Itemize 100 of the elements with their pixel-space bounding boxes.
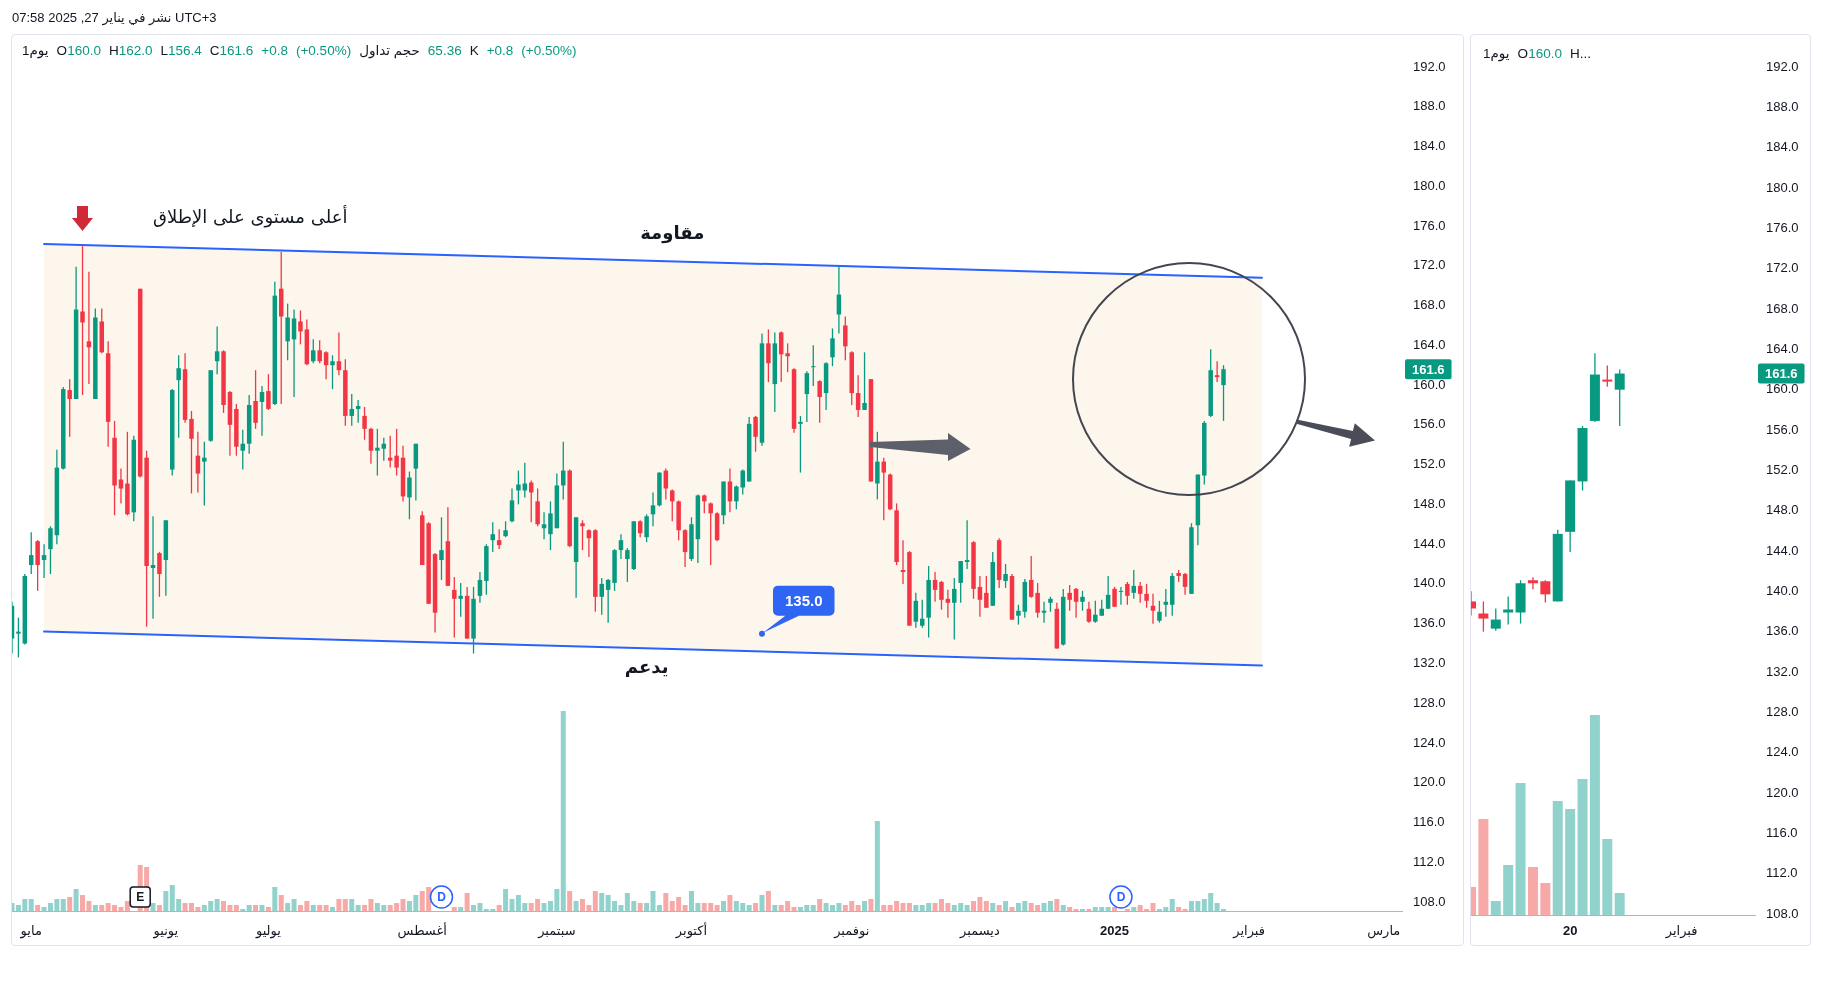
bar xyxy=(342,899,348,911)
bar xyxy=(753,903,759,911)
annotation: D xyxy=(1116,890,1126,905)
x-tick-label: 2025 xyxy=(1100,923,1129,939)
y-tick-label: 116.0 xyxy=(1413,814,1445,830)
bar xyxy=(1054,899,1060,911)
bar xyxy=(855,905,861,911)
y-tick-label: 172.0 xyxy=(1766,260,1799,276)
y-tick-label: 132.0 xyxy=(1766,663,1799,679)
bar xyxy=(1003,901,1009,911)
bar xyxy=(285,903,291,911)
bar xyxy=(278,895,284,911)
bar xyxy=(1105,907,1111,911)
bar xyxy=(817,899,823,911)
bar xyxy=(983,901,989,911)
bar xyxy=(759,895,765,911)
y-tick-label: 144.0 xyxy=(1766,542,1799,558)
x-tick-label: ديسمبر xyxy=(959,923,1000,940)
bar xyxy=(1602,839,1613,915)
bar xyxy=(964,905,970,911)
bar xyxy=(573,901,579,911)
bar xyxy=(1131,907,1137,911)
text: 161.6 xyxy=(1764,366,1798,382)
y-tick-label: 156.0 xyxy=(1413,416,1446,432)
bar xyxy=(996,905,1002,911)
bar xyxy=(28,899,34,911)
bar xyxy=(560,711,566,911)
bar xyxy=(349,899,355,911)
bar xyxy=(253,905,259,911)
bar xyxy=(272,887,278,911)
y-tick-label: 120.0 xyxy=(1766,784,1799,800)
bar xyxy=(214,899,220,911)
bar xyxy=(323,905,329,911)
bar xyxy=(721,901,727,911)
y-tick-label: 192.0 xyxy=(1413,58,1446,74)
bar xyxy=(791,907,797,911)
bar xyxy=(1503,865,1514,915)
y-tick-label: 148.0 xyxy=(1766,502,1799,518)
bar xyxy=(355,905,361,911)
annotation: D xyxy=(437,890,447,905)
y-tick-label: 120.0 xyxy=(1413,774,1446,790)
bar xyxy=(464,893,470,911)
x-tick-label: فبراير xyxy=(1232,923,1266,940)
bar xyxy=(862,901,868,911)
y-tick-label: 156.0 xyxy=(1766,421,1799,437)
text: 161.6 xyxy=(1411,361,1445,377)
y-tick-label: 180.0 xyxy=(1413,177,1446,193)
y-tick-label: 116.0 xyxy=(1766,824,1798,840)
bar xyxy=(150,903,156,911)
y-tick-label: 108.0 xyxy=(1766,905,1799,921)
bar xyxy=(810,905,816,911)
y-tick-label: 180.0 xyxy=(1766,179,1799,195)
bar xyxy=(1490,901,1501,915)
candlestick xyxy=(977,575,983,617)
bar xyxy=(1169,899,1175,911)
candlestick xyxy=(41,544,47,578)
y-tick-label: 132.0 xyxy=(1413,655,1446,671)
text: نشر في يناير 27, 2025 07:58 UTC+3 xyxy=(12,9,217,26)
candlestick xyxy=(836,265,842,334)
y-tick-label: 184.0 xyxy=(1766,139,1799,155)
annotation: E xyxy=(136,890,145,905)
bar xyxy=(336,899,342,911)
y-tick-label: 168.0 xyxy=(1413,297,1446,313)
candlestick xyxy=(355,400,361,423)
bar xyxy=(124,901,130,911)
bar xyxy=(1540,883,1551,915)
y-tick-label: 152.0 xyxy=(1766,461,1799,477)
bar xyxy=(663,893,669,911)
series-label: يدعم xyxy=(624,656,669,678)
bar xyxy=(35,905,41,911)
bar xyxy=(60,899,66,911)
bar xyxy=(163,891,169,911)
bar xyxy=(637,903,643,911)
bar xyxy=(567,891,573,911)
candlestick xyxy=(1527,577,1538,590)
bar xyxy=(92,905,98,911)
bar xyxy=(1527,867,1538,915)
y-tick-label: 176.0 xyxy=(1413,217,1446,233)
bar xyxy=(874,821,880,911)
y-tick-label: 148.0 xyxy=(1413,495,1446,511)
x-tick-label: سبتمبر xyxy=(537,923,576,940)
y-tick-label: 184.0 xyxy=(1413,138,1446,154)
bar xyxy=(1060,905,1066,911)
y-tick-label: 124.0 xyxy=(1766,744,1799,760)
y-tick-label: 164.0 xyxy=(1413,336,1446,352)
bar xyxy=(1067,907,1073,911)
bar xyxy=(496,905,502,911)
bar xyxy=(592,891,598,911)
bar xyxy=(1515,783,1526,915)
x-tick-label: يوليو xyxy=(254,923,282,940)
x-tick-label: نوفمبر xyxy=(833,923,870,940)
y-tick-label: 152.0 xyxy=(1413,456,1446,472)
bar xyxy=(156,905,162,911)
bar xyxy=(451,907,457,911)
bar xyxy=(881,905,887,911)
bar xyxy=(1565,809,1576,915)
candlestick xyxy=(650,492,656,527)
bar xyxy=(868,899,874,911)
y-tick-label: 164.0 xyxy=(1766,340,1799,356)
y-tick-label: 168.0 xyxy=(1766,300,1799,316)
